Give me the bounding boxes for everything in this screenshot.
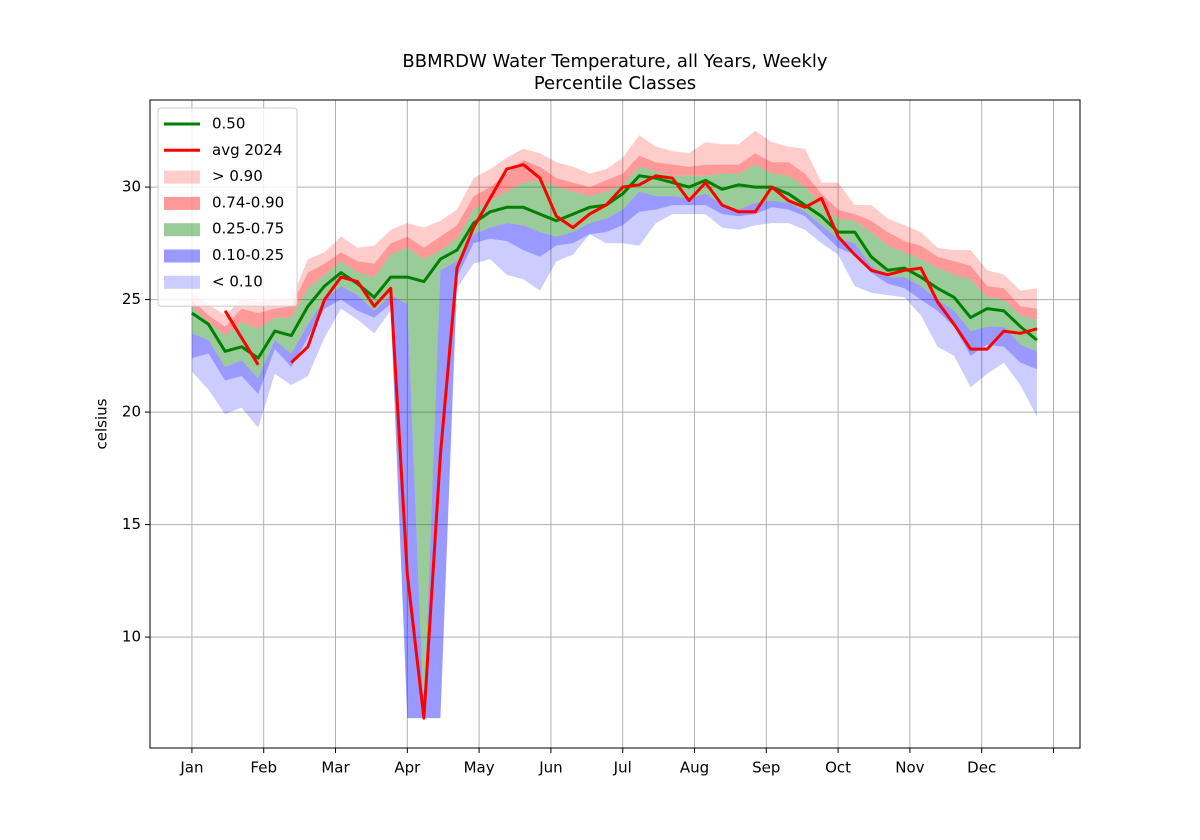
x-tick-label: Jan (179, 759, 203, 777)
legend-swatch (164, 223, 200, 237)
plot-frame (149, 99, 1081, 749)
x-tick-label: May (464, 759, 495, 777)
legend-swatch (164, 249, 200, 263)
x-tick-label: Aug (680, 759, 709, 777)
y-tick-label: 15 (122, 515, 141, 533)
legend-box (157, 107, 298, 307)
x-tick-label: Jul (613, 759, 632, 777)
legend-label: 0.50 (212, 115, 245, 133)
x-tick-label: Dec (967, 759, 996, 777)
x-tick-label: Feb (250, 759, 277, 777)
y-axis-label: celsius (93, 398, 111, 449)
x-tick-label: Jun (538, 759, 562, 777)
chart-subtitle: Percentile Classes (534, 73, 696, 94)
chart-title: BBMRDW Water Temperature, all Years, Wee… (402, 51, 828, 72)
x-tick-label: Nov (895, 759, 924, 777)
legend-label: avg 2024 (212, 141, 283, 159)
y-tick-label: 20 (122, 403, 141, 421)
band-area (191, 130, 1037, 327)
series-line (191, 174, 1038, 360)
x-tick-label: Mar (321, 759, 350, 777)
x-tick-label: Oct (825, 759, 851, 777)
x-tick-label: Apr (394, 759, 421, 777)
lines (191, 163, 1038, 720)
legend-label: > 0.90 (212, 167, 263, 185)
legend: 0.50 avg 2024 > 0.90 0.74-0.90 0.25-0.75 0.10… (157, 107, 298, 307)
y-tick-label: 25 (122, 290, 141, 308)
legend-swatch (164, 170, 200, 184)
legend-label: < 0.10 (212, 272, 263, 290)
y-tick-label: 10 (122, 628, 141, 646)
legend-label: 0.74-0.90 (212, 193, 284, 211)
band-area (191, 153, 1037, 336)
x-tick-label: Sep (752, 759, 780, 777)
ticks: 10 15 20 25 30 Jan Feb Mar Apr May Jun Jul Aug Sep Oct… (122, 178, 1054, 777)
bands (191, 130, 1037, 719)
band-area (191, 191, 1037, 719)
legend-label: 0.10-0.25 (212, 246, 284, 264)
y-tick-label: 30 (122, 178, 141, 196)
legend-swatch (164, 196, 200, 210)
legend-label: 0.25-0.75 (212, 220, 284, 238)
series-line (223, 163, 1038, 720)
legend-swatch (164, 275, 200, 289)
